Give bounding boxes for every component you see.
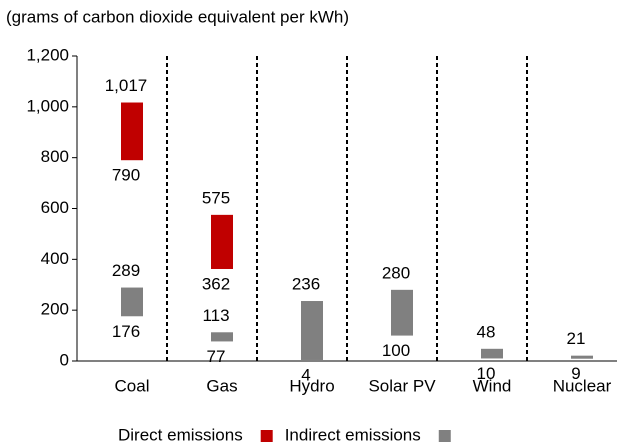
data-label: 10	[477, 364, 496, 383]
legend-label: Indirect emissions	[285, 425, 421, 444]
legend-swatch	[260, 430, 273, 442]
data-label: 21	[567, 329, 586, 348]
y-tick-label: 400	[41, 249, 69, 268]
bar	[391, 289, 413, 336]
bar	[121, 102, 143, 161]
data-label: 77	[207, 347, 226, 366]
x-tick-label: Coal	[115, 376, 150, 395]
x-tick-label: Nuclear	[553, 376, 612, 395]
chart-subtitle: (grams of carbon dioxide equivalent per …	[6, 7, 349, 26]
data-label: 362	[202, 274, 230, 293]
data-label: 1,017	[105, 76, 148, 95]
data-label: 575	[202, 188, 230, 207]
bar	[571, 355, 593, 359]
y-tick-label: 600	[41, 198, 69, 217]
x-tick-label: Solar PV	[368, 376, 436, 395]
y-tick-label: 800	[41, 147, 69, 166]
bar	[481, 348, 503, 359]
data-label: 280	[382, 263, 410, 282]
bar	[121, 287, 143, 317]
data-label: 289	[112, 261, 140, 280]
data-label: 4	[301, 365, 310, 384]
y-tick-label: 1,000	[26, 96, 69, 115]
y-tick-label: 0	[60, 350, 69, 369]
data-label: 100	[382, 341, 410, 360]
data-label: 48	[477, 322, 496, 341]
bar	[211, 214, 233, 269]
x-tick-label: Gas	[206, 376, 237, 395]
y-tick-label: 200	[41, 300, 69, 319]
bar	[211, 332, 233, 342]
x-tick-label: Hydro	[289, 376, 334, 395]
y-tick-label: 1,200	[26, 45, 69, 64]
data-label: 9	[571, 364, 580, 383]
x-tick-label: Wind	[473, 376, 512, 395]
data-label: 236	[292, 275, 320, 294]
data-label: 176	[112, 322, 140, 341]
data-label: 790	[112, 166, 140, 185]
bar	[301, 301, 323, 360]
legend-swatch	[438, 430, 451, 442]
legend-label: Direct emissions	[118, 425, 243, 444]
data-label: 113	[202, 306, 229, 325]
